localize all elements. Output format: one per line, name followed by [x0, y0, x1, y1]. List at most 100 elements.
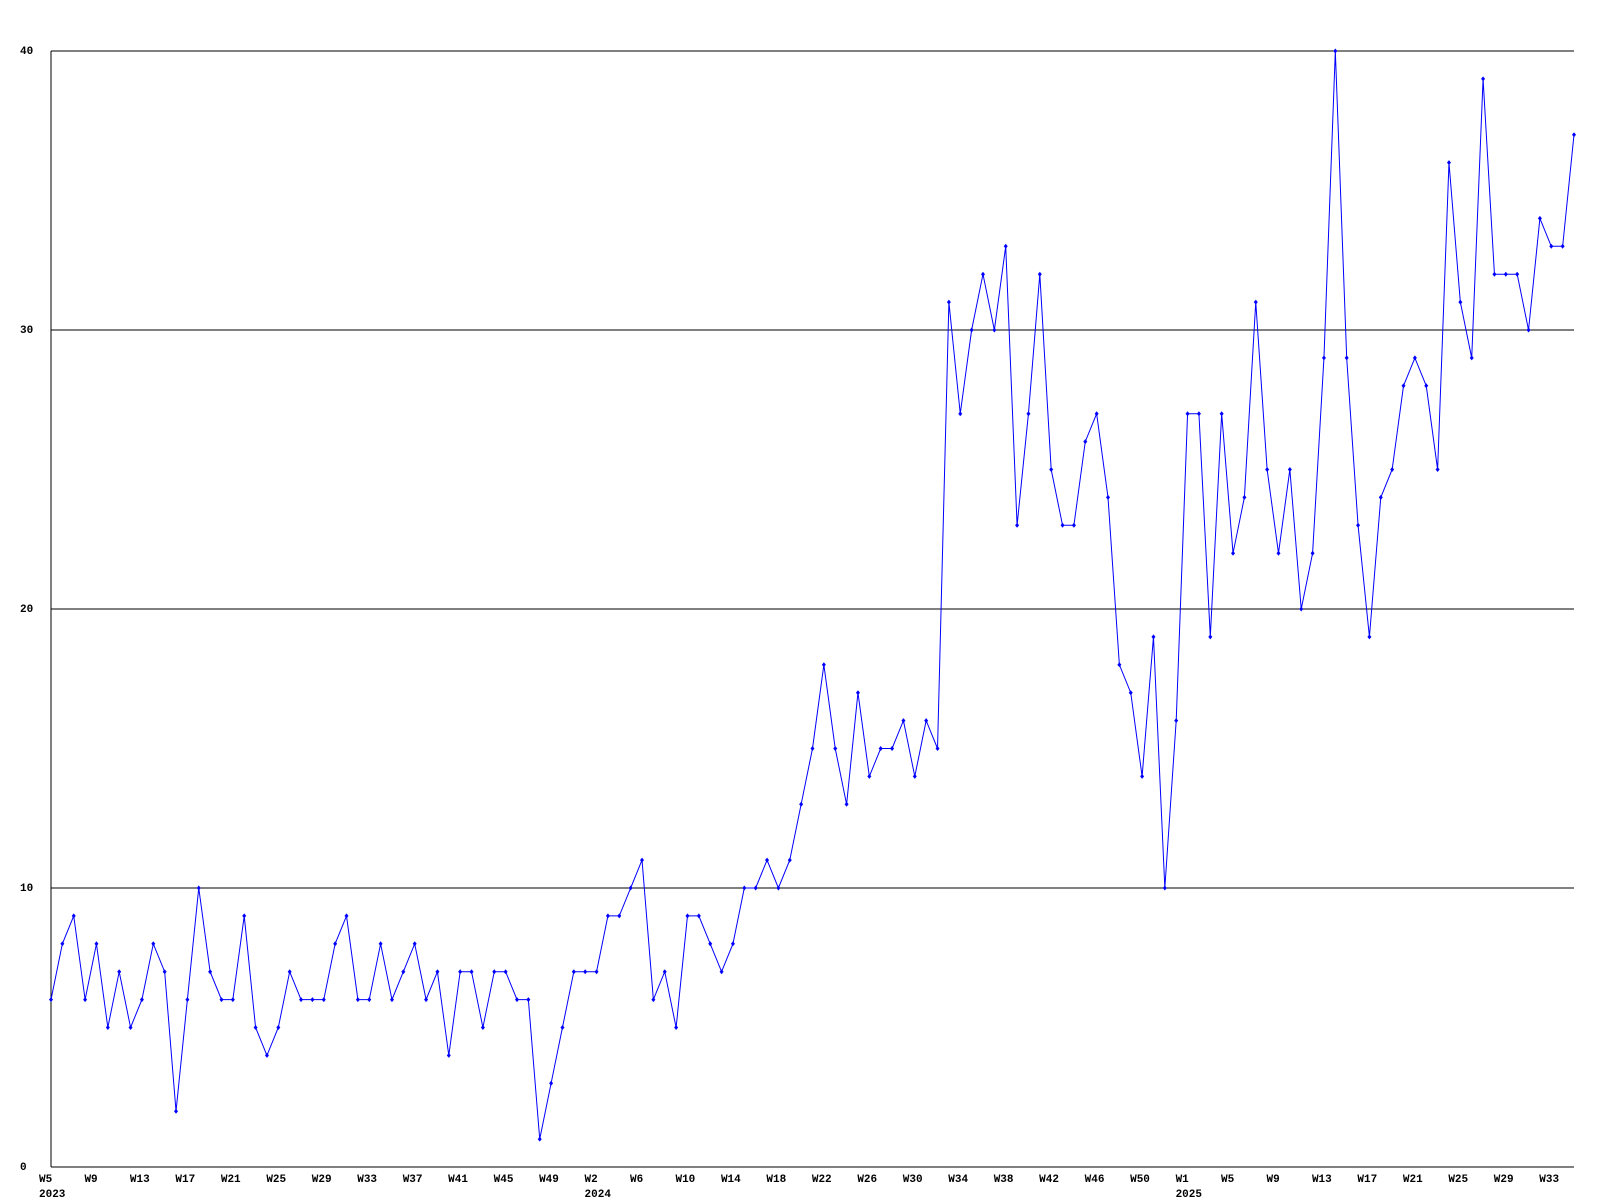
point: [480, 1025, 485, 1030]
point: [1515, 271, 1520, 277]
point: [469, 969, 474, 975]
point: [685, 913, 690, 919]
year-label: 2023: [39, 1189, 66, 1200]
point: [753, 885, 758, 891]
x-tick-label: W33: [357, 1174, 377, 1186]
point: [980, 271, 985, 277]
point: [333, 941, 338, 947]
point: [1469, 355, 1474, 361]
point: [492, 969, 497, 975]
x-tick-label: W21: [221, 1174, 241, 1186]
point: [151, 941, 156, 947]
point: [1242, 494, 1247, 500]
x-tick-label: W34: [948, 1174, 968, 1186]
point: [605, 913, 610, 919]
point: [1526, 327, 1531, 333]
point: [1219, 411, 1224, 417]
point: [594, 969, 599, 975]
x-tick-label: W5: [1221, 1174, 1235, 1186]
point: [1356, 522, 1361, 528]
point: [1060, 522, 1065, 528]
point: [890, 746, 895, 751]
y-tick-label: 40: [20, 46, 33, 58]
point: [844, 801, 849, 807]
x-tick-label: W42: [1039, 1174, 1059, 1186]
point: [1424, 383, 1429, 389]
point: [1015, 522, 1020, 528]
x-tick-label: W2: [585, 1174, 598, 1186]
point: [1026, 411, 1031, 417]
point: [1140, 773, 1145, 779]
point: [435, 969, 440, 975]
x-tick-label: W45: [494, 1174, 514, 1186]
x-tick-label: W1: [1176, 1174, 1190, 1186]
point: [776, 885, 781, 891]
point: [799, 801, 804, 807]
point: [1560, 243, 1565, 249]
point: [1344, 355, 1349, 361]
point: [719, 969, 724, 975]
point: [1128, 690, 1133, 696]
x-tick-label: W18: [766, 1174, 786, 1186]
point: [310, 997, 315, 1003]
point: [71, 913, 76, 919]
point: [94, 941, 99, 947]
point: [640, 857, 645, 863]
point: [208, 969, 213, 975]
point: [196, 885, 201, 891]
point: [412, 941, 417, 947]
x-tick-label: W29: [312, 1174, 332, 1186]
point: [583, 969, 588, 975]
point: [867, 773, 872, 779]
y-tick-label: 0: [20, 1162, 27, 1174]
point: [49, 997, 53, 1003]
point: [924, 718, 929, 724]
point: [742, 885, 747, 891]
point: [321, 997, 326, 1003]
y-tick-label: 20: [20, 604, 33, 616]
point: [1378, 494, 1383, 500]
point: [1196, 411, 1201, 417]
point: [128, 1025, 133, 1030]
point: [878, 746, 883, 751]
point: [230, 997, 235, 1003]
point: [1299, 606, 1304, 612]
x-tick-label: W9: [1266, 1174, 1279, 1186]
point: [1287, 467, 1292, 472]
point: [105, 1025, 110, 1030]
x-tick-label: W9: [84, 1174, 97, 1186]
x-tick-label: W25: [1448, 1174, 1468, 1186]
point: [617, 913, 622, 919]
point: [708, 941, 713, 947]
point: [537, 1136, 542, 1142]
point: [969, 327, 974, 333]
point: [526, 997, 531, 1003]
point: [1094, 411, 1099, 417]
point: [219, 997, 224, 1003]
x-tick-label: W25: [266, 1174, 286, 1186]
point: [549, 1080, 554, 1086]
point: [1390, 467, 1395, 472]
point: [1265, 467, 1270, 472]
x-tick-label: W17: [1357, 1174, 1377, 1186]
point: [83, 997, 88, 1003]
point: [446, 1052, 451, 1058]
point: [1446, 160, 1451, 166]
x-tick-label: W46: [1085, 1174, 1105, 1186]
point: [946, 299, 951, 305]
point: [1037, 271, 1042, 277]
point: [401, 969, 406, 975]
x-tick-label: W22: [812, 1174, 832, 1186]
x-tick-label: W21: [1403, 1174, 1423, 1186]
point: [299, 997, 304, 1003]
point: [1412, 355, 1417, 361]
point: [1003, 243, 1008, 249]
point: [560, 1025, 565, 1030]
point: [901, 718, 906, 724]
x-tick-label: W6: [630, 1174, 643, 1186]
point: [1435, 467, 1440, 472]
x-tick-label: W30: [903, 1174, 923, 1186]
x-tick-label: W49: [539, 1174, 559, 1186]
y-tick-label: 30: [20, 325, 33, 337]
x-tick-label: W33: [1539, 1174, 1559, 1186]
